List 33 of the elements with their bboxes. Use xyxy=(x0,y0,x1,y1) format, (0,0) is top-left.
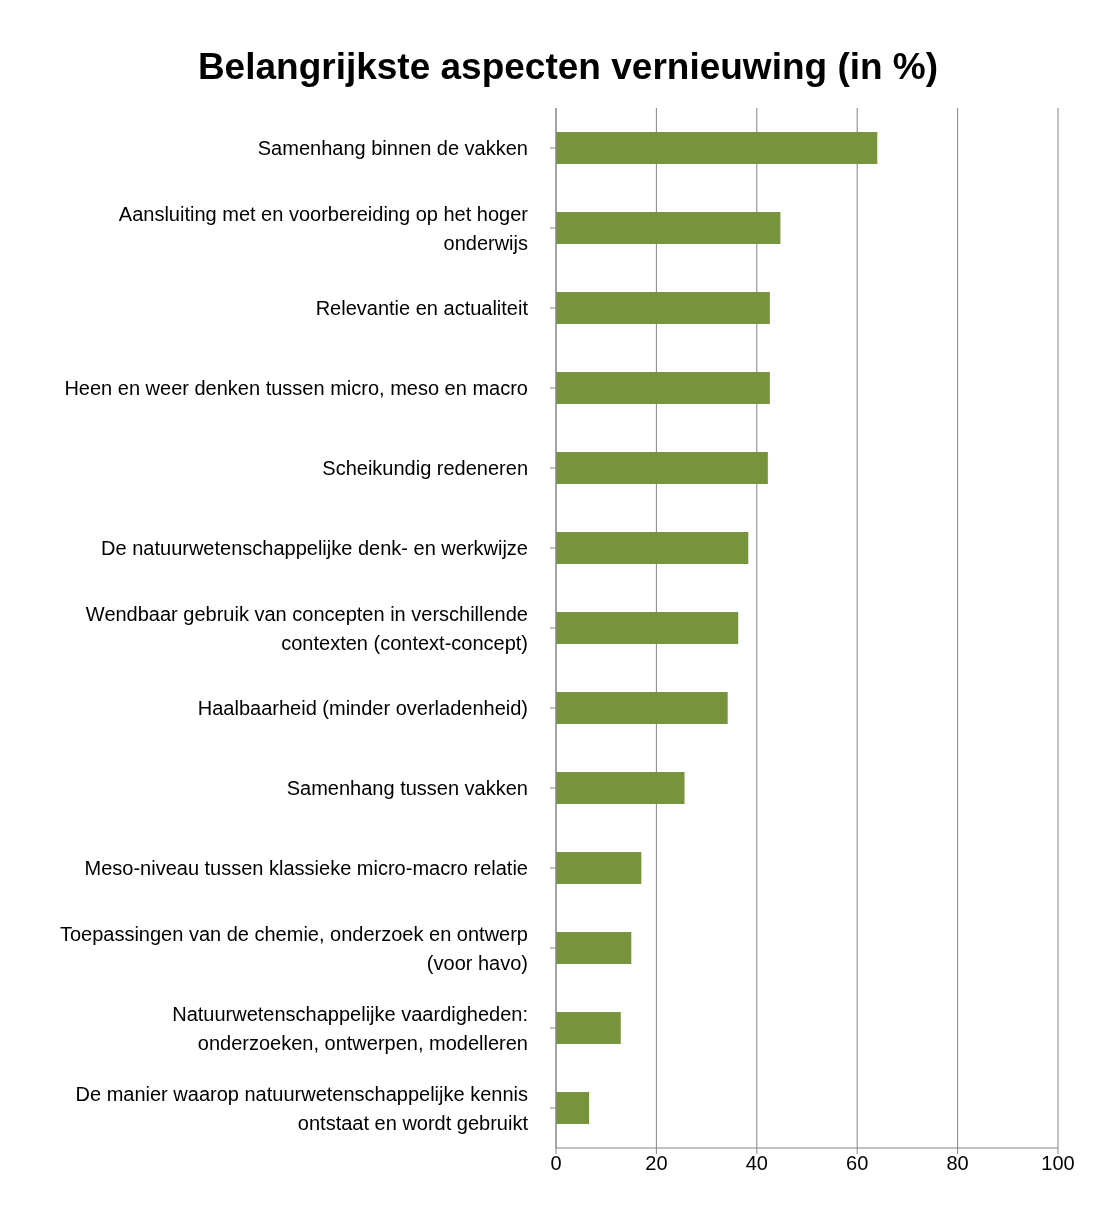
bar xyxy=(556,852,642,884)
x-tick-label: 80 xyxy=(946,1152,969,1175)
bar xyxy=(556,612,739,644)
bar xyxy=(556,1092,590,1124)
y-tick-label: De manier waarop natuurwetenschappelijke kennis ontstaat en wordt gebruikt xyxy=(75,1082,529,1134)
bar xyxy=(556,772,685,804)
bar xyxy=(556,132,878,164)
y-tick-label: Meso-niveau tussen klassieke micro-macro relatie xyxy=(84,857,528,879)
y-tick-label: Haalbaarheid (minder overladenheid) xyxy=(197,697,528,719)
y-tick-label: Scheikundig redeneren xyxy=(322,457,528,479)
x-tick-label: 40 xyxy=(745,1152,768,1175)
y-tick-label: Aansluiting met en voorbereiding op het hoger onderwijs xyxy=(118,202,529,254)
y-tick-label: Toepassingen van de chemie, onderzoek en ontwerp (voor havo) xyxy=(59,922,528,974)
bar xyxy=(556,932,632,964)
bar xyxy=(556,532,749,564)
x-tick-label: 20 xyxy=(645,1152,668,1175)
bar xyxy=(556,372,770,404)
y-tick-label: De natuurwetenschappelijke denk- en werkwijze xyxy=(101,537,528,559)
x-tick-label: 0 xyxy=(550,1152,562,1175)
x-tick-label: 100 xyxy=(1041,1152,1075,1175)
y-tick-label: Wendbaar gebruik van concepten in verschillende contexten (context-concept) xyxy=(85,602,528,654)
y-tick-label: Samenhang tussen vakken xyxy=(286,777,528,799)
y-tick-label: Heen en weer denken tussen micro, meso en macro xyxy=(64,377,528,399)
bar xyxy=(556,292,770,324)
y-tick-label: Samenhang binnen de vakken xyxy=(257,137,528,159)
y-tick-label: Relevantie en actualiteit xyxy=(315,297,529,319)
chart-title: Belangrijkste aspecten vernieuwing (in %) xyxy=(196,45,940,88)
bar xyxy=(556,692,728,724)
bar xyxy=(556,452,768,484)
bar xyxy=(556,1012,621,1044)
x-tick-label: 60 xyxy=(846,1152,869,1175)
y-tick-label: Natuurwetenschappelijke vaardigheden: onderzoeken, ontwerpen, modelleren xyxy=(172,1002,528,1054)
bar xyxy=(556,212,781,244)
